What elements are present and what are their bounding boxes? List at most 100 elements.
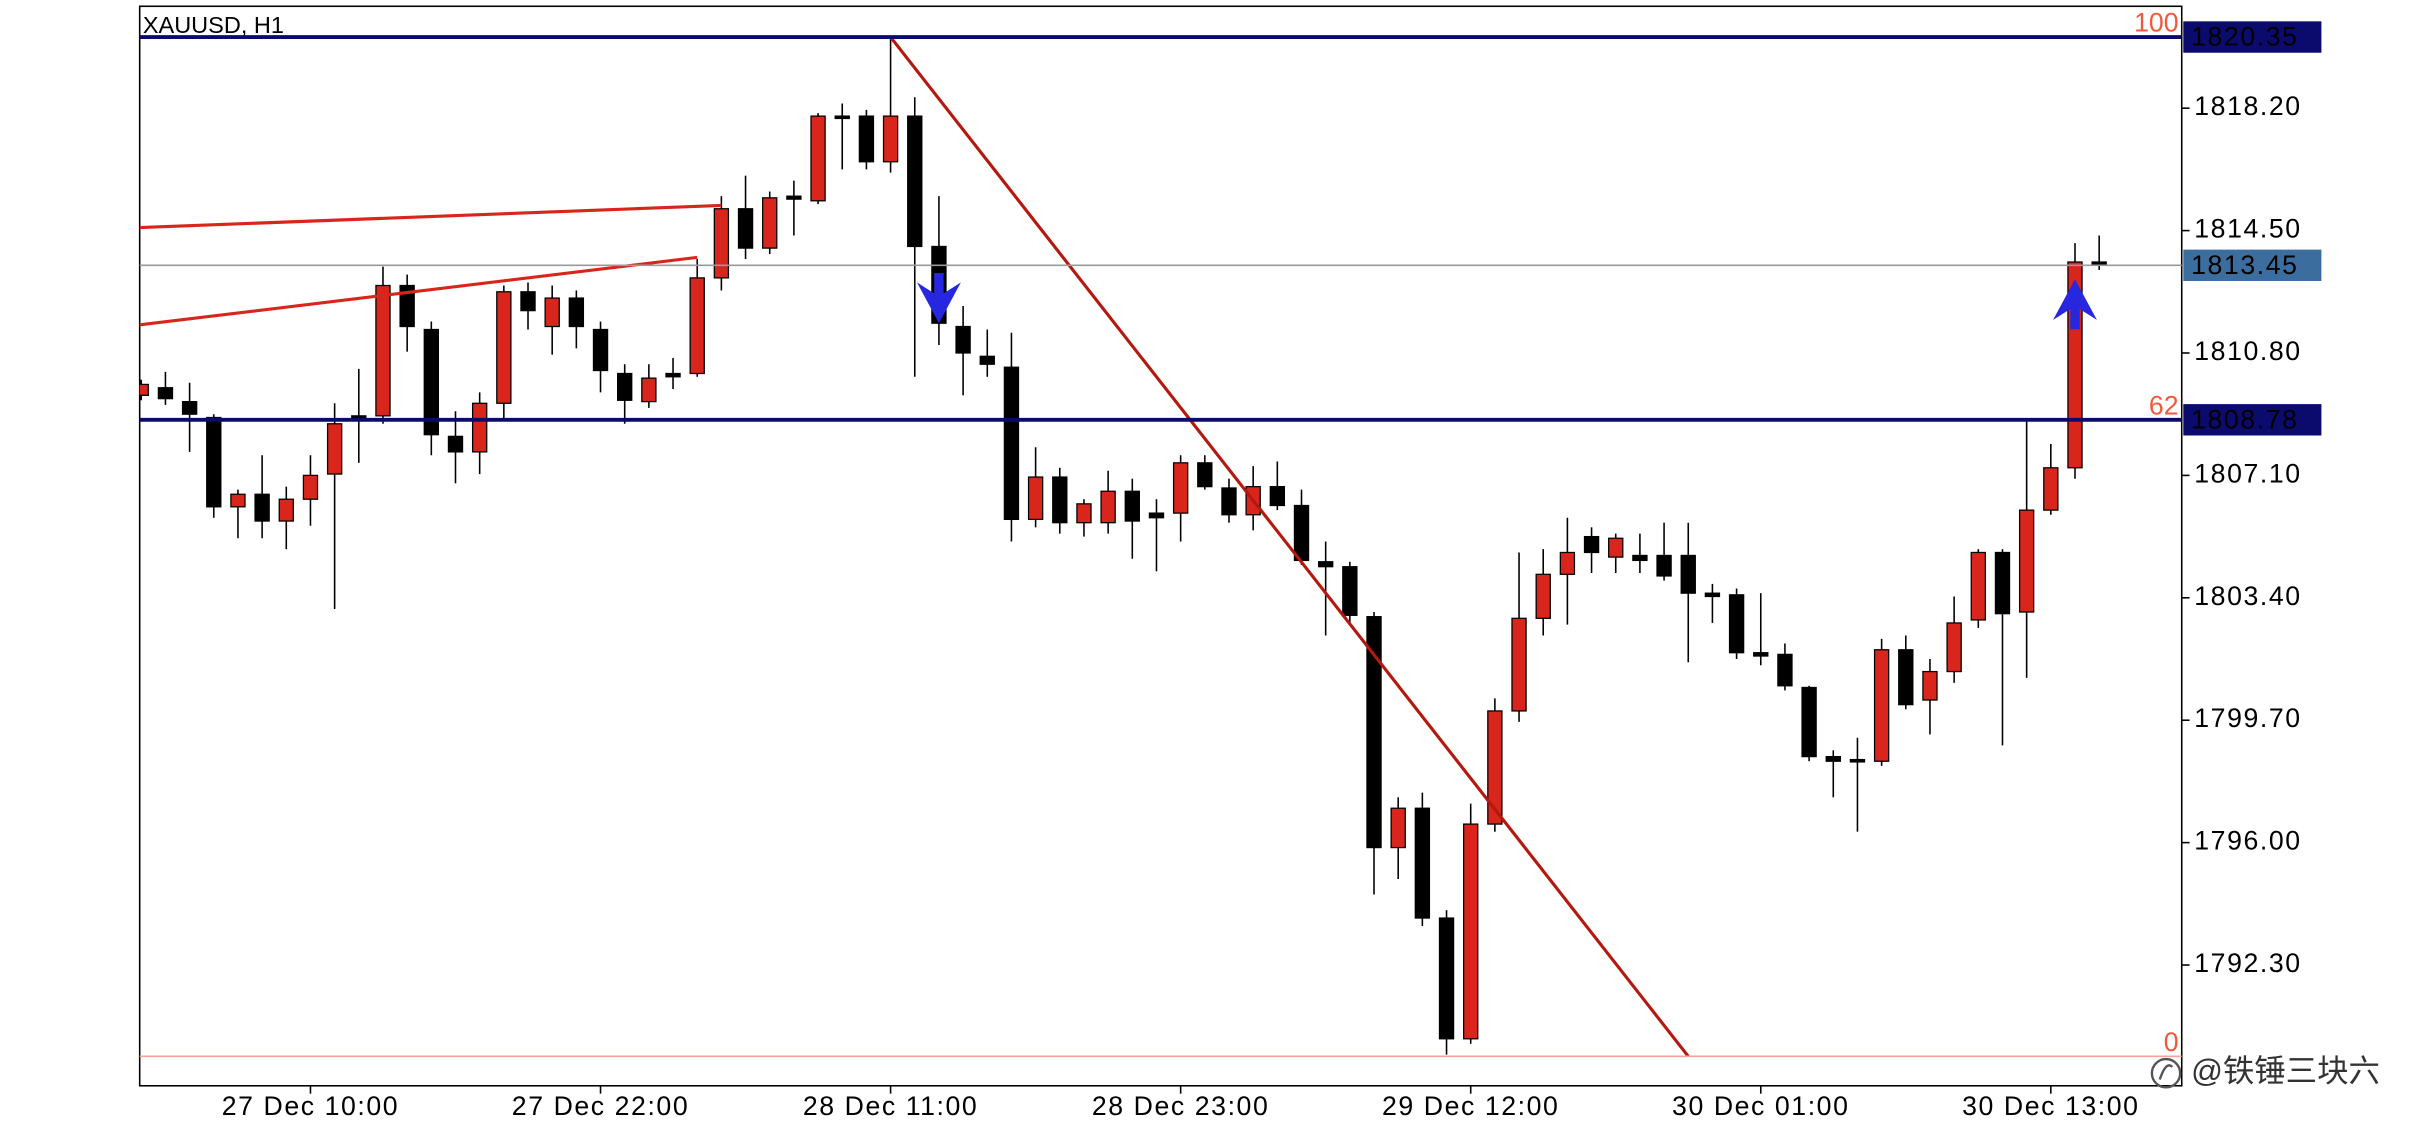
candle-body [520,291,536,312]
candle-body [1027,476,1044,521]
candle-body [496,291,512,404]
candle-body [471,402,488,453]
x-tick-label: 27 Dec 22:00 [512,1091,689,1121]
candle-body [326,423,343,475]
candle-body [689,277,705,375]
watermark: @铁锤三块六 [2191,1054,2380,1089]
candle-body [1873,649,1890,762]
candle-body [2018,509,2035,613]
candle-body [423,328,440,436]
y-tick-label: 1792.30 [2194,948,2301,978]
candle-body [641,377,657,403]
candle-body [206,416,222,508]
candle-body [1994,551,2011,615]
candle-body [592,328,609,372]
watermark-icon [2150,1057,2182,1089]
level-price-box [2183,404,2322,436]
fib-level-label: 0 [2164,1027,2179,1057]
candle-body [568,297,585,328]
fib-level-label: 62 [2149,390,2179,420]
candle-body [1342,566,1358,616]
candle-body [713,208,730,279]
candle-body [1438,917,1455,1040]
x-tick-label: 28 Dec 11:00 [803,1091,978,1121]
candle-body [617,372,633,401]
x-tick-label: 27 Dec 10:00 [222,1091,399,1121]
candle-body [544,297,560,328]
candle-body [1293,504,1310,562]
candle-body [1463,823,1479,1040]
candle-body [1100,490,1116,524]
level-price-label: 1820.35 [2191,22,2298,52]
signal-arrow [2053,279,2097,330]
candle-body [1946,622,1962,673]
candle-body [1269,486,1286,507]
candle-body [139,383,149,396]
candle-body [1003,366,1020,521]
x-tick-label: 28 Dec 23:00 [1092,1091,1269,1121]
plot-area [139,36,2107,1058]
candle-body [399,284,415,328]
candle-body [810,115,826,202]
candle-body [230,493,246,508]
candle-body [737,208,754,249]
candle-body [955,325,971,354]
candle-body [1632,554,1648,562]
x-tick-label: 30 Dec 13:00 [1962,1091,2139,1121]
y-tick-label: 1803.40 [2194,581,2301,611]
candle-body [1970,551,1986,621]
candle-body [858,115,875,163]
candle-body [1559,551,1576,575]
candle-body [1148,512,1165,519]
candle-body [157,387,174,400]
candle-body [2043,467,2059,511]
candle-body [1414,807,1431,919]
current-price-label: 1813.45 [2191,250,2298,280]
candle-body [1487,710,1503,825]
trend-line [139,203,722,230]
trend-line [139,255,698,327]
candle-body [1511,617,1527,712]
plot-frame [138,5,2183,1087]
chart-title: XAUUSD, H1 [143,12,284,38]
candle-body [1366,616,1382,849]
candle-body [1753,652,1769,657]
candle-body [882,115,899,163]
candle-body [254,493,270,522]
candle-body [907,115,923,248]
candle-body [375,284,391,417]
candle-body [834,115,850,120]
candle-body [1849,758,1866,763]
y-tick-label: 1799.70 [2194,703,2301,733]
signal-arrow [916,273,961,324]
candle-body [762,197,778,249]
candle-body [1825,755,1841,762]
candle-body [1317,561,1334,568]
y-tick-label: 1810.80 [2194,336,2301,366]
candle-body [979,355,995,365]
candle-body [1390,807,1406,849]
y-tick-label: 1818.20 [2194,91,2301,121]
fib-level-label: 100 [2134,8,2178,38]
candle-body [1922,670,1938,701]
candle-body [1197,462,1213,488]
level-price-box [2183,21,2322,53]
candle-body [1583,535,1600,554]
candle-body [1608,537,1624,558]
candle-body [1801,686,1817,758]
candle-body [1728,594,1745,654]
y-tick-label: 1796.00 [2194,826,2301,856]
y-tick-label: 1807.10 [2194,458,2301,488]
candle-body [1076,503,1092,524]
candle-body [1052,476,1068,524]
y-tick-label: 1814.50 [2194,214,2301,244]
candle-body [1777,653,1793,687]
candle-body [1124,490,1140,522]
candle-body [1535,573,1551,619]
candle-body [1680,554,1696,594]
x-tick-label: 29 Dec 12:00 [1382,1091,1559,1121]
candle-body [302,474,319,500]
candle-body [1656,554,1672,577]
